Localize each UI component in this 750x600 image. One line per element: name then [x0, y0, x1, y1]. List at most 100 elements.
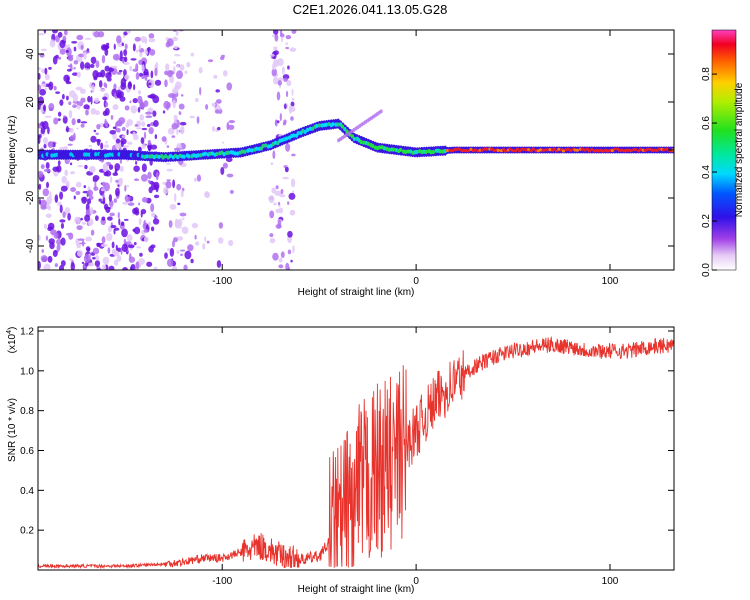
ridge-core-mark — [126, 153, 130, 158]
noise-mark — [153, 120, 159, 127]
noise-mark — [204, 192, 211, 198]
noise-mark — [172, 66, 176, 73]
ridge-core-mark — [66, 152, 70, 157]
noise-mark — [126, 234, 133, 242]
noise-mark — [196, 174, 202, 182]
noise-mark — [121, 135, 126, 138]
ridge-core-mark — [222, 152, 226, 157]
noise-mark — [172, 240, 175, 248]
noise-mark — [189, 115, 195, 119]
noise-mark — [96, 139, 101, 146]
noise-mark — [102, 44, 110, 49]
noise-mark — [190, 258, 194, 264]
snr-y-tick-label: 0.6 — [20, 446, 34, 457]
noise-mark — [47, 205, 51, 211]
noise-mark — [285, 34, 292, 40]
noise-mark — [163, 187, 169, 195]
snr-x-tick-label: -100 — [212, 576, 232, 587]
noise-mark — [66, 95, 69, 101]
noise-mark — [144, 37, 148, 45]
noise-mark — [168, 40, 171, 45]
noise-mark — [100, 69, 106, 78]
noise-mark — [40, 205, 47, 210]
noise-mark — [286, 80, 292, 87]
noise-mark — [186, 61, 191, 68]
noise-mark — [95, 110, 100, 116]
noise-mark — [134, 210, 140, 216]
noise-mark — [94, 215, 99, 222]
noise-mark — [154, 79, 162, 86]
noise-mark — [141, 163, 147, 173]
noise-mark — [80, 45, 84, 50]
noise-mark — [90, 262, 94, 266]
noise-mark — [98, 198, 102, 202]
noise-mark — [44, 73, 50, 81]
noise-mark — [130, 105, 138, 114]
ridge-core-mark — [43, 152, 47, 158]
noise-mark — [85, 109, 89, 116]
noise-mark — [90, 95, 93, 105]
noise-mark — [116, 71, 122, 75]
ridge-core-mark — [196, 153, 200, 158]
noise-mark — [113, 259, 119, 266]
noise-mark — [175, 81, 182, 89]
ridge-core-mark — [50, 153, 54, 158]
noise-mark — [287, 230, 293, 238]
ridge-core-mark — [662, 148, 666, 152]
ridge-core-mark — [187, 154, 191, 159]
noise-mark — [100, 142, 104, 150]
noise-mark — [40, 164, 45, 170]
noise-mark — [43, 168, 51, 173]
spectrogram-x-tick-label: 0 — [413, 276, 419, 287]
noise-mark — [275, 185, 279, 190]
noise-mark — [84, 37, 92, 40]
noise-mark — [73, 46, 77, 52]
ridge-core-mark — [546, 148, 550, 152]
noise-mark — [52, 250, 58, 257]
noise-mark — [43, 30, 47, 34]
noise-mark — [71, 118, 76, 126]
noise-mark — [42, 188, 50, 197]
noise-mark — [166, 168, 173, 172]
noise-mark — [133, 226, 141, 235]
noise-mark — [44, 67, 48, 75]
noise-mark — [285, 46, 290, 50]
noise-mark — [60, 185, 68, 192]
noise-mark — [269, 237, 276, 244]
ridge-core-mark — [371, 143, 375, 149]
ridge-core-mark — [315, 123, 319, 129]
noise-mark — [69, 127, 74, 133]
noise-mark — [76, 127, 79, 130]
ridge-core-mark — [208, 151, 212, 156]
noise-mark — [69, 134, 75, 142]
noise-mark — [112, 133, 118, 140]
noise-mark — [274, 190, 282, 196]
noise-mark — [288, 192, 296, 200]
colorbar-gradient — [711, 29, 737, 271]
noise-mark — [115, 121, 122, 127]
ridge-core-mark — [331, 122, 335, 127]
noise-mark — [119, 96, 126, 102]
ridge-core-mark — [531, 147, 535, 151]
noise-mark — [229, 189, 234, 195]
ridge-core-mark — [161, 155, 165, 160]
ridge-core-mark — [240, 149, 244, 154]
noise-mark — [154, 67, 158, 77]
noise-mark — [103, 182, 111, 192]
noise-mark — [105, 72, 112, 79]
noise-mark — [179, 226, 183, 229]
noise-mark — [279, 112, 282, 122]
colorbar-tick-label: 0.0 — [701, 263, 712, 277]
noise-mark — [110, 225, 117, 229]
noise-mark — [171, 265, 178, 270]
noise-mark — [43, 137, 48, 145]
noise-mark — [166, 145, 170, 148]
noise-mark — [138, 202, 141, 206]
noise-mark — [84, 67, 90, 71]
noise-mark — [164, 252, 168, 259]
noise-mark — [65, 232, 72, 236]
noise-mark — [278, 264, 284, 269]
ridge-core-mark — [94, 152, 98, 157]
ridge-core-mark — [613, 147, 617, 151]
snr-y-tick-label: 0.2 — [20, 526, 34, 537]
